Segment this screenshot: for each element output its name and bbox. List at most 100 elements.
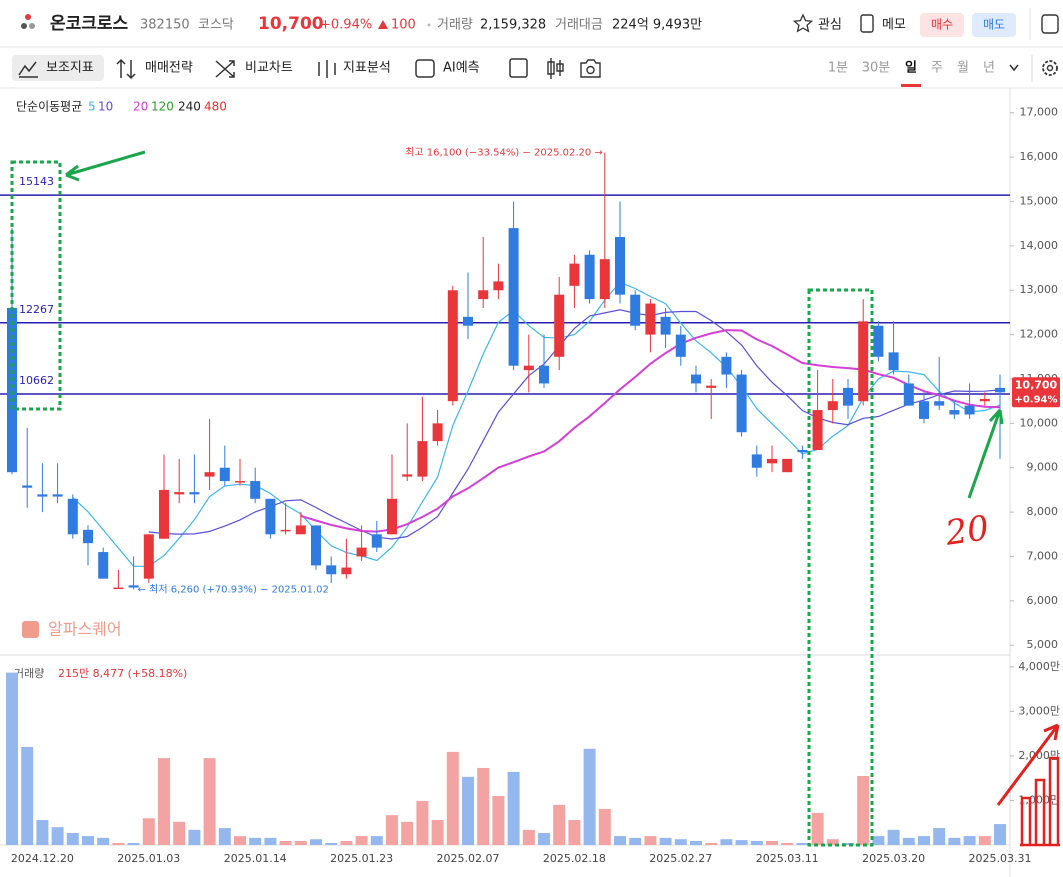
tool-icon[interactable] xyxy=(318,60,336,78)
tool-button[interactable]: 비교차트 xyxy=(245,61,293,76)
candle-body xyxy=(903,383,914,406)
camera-icon[interactable] xyxy=(580,59,601,78)
buy-label[interactable]: 매수 xyxy=(931,18,953,32)
volume-bar xyxy=(370,836,383,845)
volume-bar xyxy=(51,827,64,845)
candle-body xyxy=(219,467,230,482)
volume-bar xyxy=(614,836,626,845)
price-line-label: 15143 xyxy=(19,175,54,188)
candle-body xyxy=(463,316,473,326)
candle-body xyxy=(858,321,869,402)
y-tick-label: 16,000 xyxy=(1020,150,1059,163)
tool-button[interactable]: AI예측 xyxy=(443,61,480,76)
tool-button[interactable]: 보조지표 xyxy=(46,61,94,76)
candle-body xyxy=(189,492,200,495)
candle-body xyxy=(584,254,595,300)
tool-icon[interactable] xyxy=(18,61,38,78)
logo-icon xyxy=(21,14,35,29)
candle-body xyxy=(843,387,853,406)
volume-bar xyxy=(811,812,824,845)
volume-bar xyxy=(735,840,748,845)
y-tick-label: 5,000 xyxy=(1027,638,1059,651)
candle-body xyxy=(706,385,717,388)
volume-bar xyxy=(294,840,307,845)
sell-button[interactable] xyxy=(972,13,1016,37)
dot xyxy=(427,23,431,27)
arrow xyxy=(65,150,146,182)
star-icon[interactable] xyxy=(792,13,814,33)
x-tick-label: 2025.01.23 xyxy=(330,852,393,865)
tool-button[interactable]: 지표분석 xyxy=(343,61,391,76)
y2-tick-label: 3,000만 xyxy=(1018,704,1060,717)
tool-icon[interactable] xyxy=(215,60,235,78)
period-button[interactable]: 30분 xyxy=(862,61,891,76)
candle-body xyxy=(402,474,413,477)
camera-icon[interactable] xyxy=(586,65,595,75)
volume-bar xyxy=(781,842,794,845)
candle-body xyxy=(599,259,610,300)
candle-body xyxy=(979,398,990,402)
plot: 5,0006,0007,0008,0009,00010,00011,00012,… xyxy=(0,106,1060,865)
candle-body xyxy=(782,458,793,473)
chevron[interactable] xyxy=(1009,64,1019,72)
volume-bar xyxy=(355,836,368,845)
candle-body xyxy=(736,374,747,433)
memo-icon[interactable] xyxy=(860,14,874,33)
tool-icon[interactable] xyxy=(116,58,136,80)
volume-bar xyxy=(994,824,1006,845)
watermark: 알파스퀘어 xyxy=(48,620,122,639)
x-tick-label: 2025.02.18 xyxy=(543,852,606,865)
x-tick-label: 2025.03.11 xyxy=(756,852,819,865)
period-button[interactable]: 일 xyxy=(905,61,917,76)
watch-button[interactable]: 관심 xyxy=(818,18,842,33)
active-underline xyxy=(901,84,921,87)
volume-bar xyxy=(918,836,930,845)
volume-bar xyxy=(142,818,155,845)
ma-legend-period: 20 xyxy=(133,100,148,114)
buy-button[interactable] xyxy=(920,13,964,37)
volume-bar xyxy=(112,842,125,845)
candle-body xyxy=(52,494,63,497)
period-button[interactable]: 년 xyxy=(983,61,995,76)
candle-body xyxy=(128,585,139,588)
panel-icon[interactable] xyxy=(1041,14,1059,34)
volume-bar xyxy=(705,842,718,845)
candle-body xyxy=(98,552,109,579)
volume-value: 215만 8,477 (+58.18%) xyxy=(58,667,187,680)
price: 10,700 xyxy=(258,14,324,34)
candle-body xyxy=(873,325,884,357)
period-button[interactable]: 월 xyxy=(957,61,969,76)
header: 온코크로스 382150 코스닥 10,700 +0.94% 100 거래량 2… xyxy=(21,8,1059,40)
volume-bar xyxy=(462,776,474,845)
settings-icon[interactable] xyxy=(1042,60,1058,76)
memo-button[interactable]: 메모 xyxy=(882,18,906,33)
volume-bar xyxy=(963,836,976,845)
volume-bar xyxy=(750,840,763,845)
ma-legend-period: 120 xyxy=(151,100,174,114)
volume-bar xyxy=(188,829,201,845)
square-icon[interactable] xyxy=(509,58,528,78)
candle-body xyxy=(356,547,367,557)
y-tick-label: 15,000 xyxy=(1020,194,1059,207)
period-group: 1분 30분 일 주 월 년 xyxy=(828,61,995,87)
volume-bar xyxy=(97,837,110,845)
settings-icon[interactable] xyxy=(1046,64,1054,72)
period-button[interactable]: 1분 xyxy=(828,61,848,76)
candle-body xyxy=(143,534,154,579)
candle-body xyxy=(341,567,352,575)
period-button[interactable]: 주 xyxy=(931,61,943,76)
sell-label[interactable]: 매도 xyxy=(983,18,1005,32)
highlight-box xyxy=(807,288,874,847)
y-tick-label: 10,000 xyxy=(1020,416,1059,429)
candle-icon[interactable] xyxy=(547,58,564,79)
candle-body xyxy=(174,492,185,495)
tool-button-bg[interactable] xyxy=(12,55,104,81)
price-tag-value: 10,700 xyxy=(1015,378,1058,391)
y-tick-label: 17,000 xyxy=(1020,106,1059,119)
tool-icon[interactable] xyxy=(415,59,435,78)
ma-line xyxy=(300,329,1001,533)
volume-bar xyxy=(401,821,414,845)
tool-button[interactable]: 매매전략 xyxy=(145,61,193,76)
candle-body xyxy=(280,529,291,532)
